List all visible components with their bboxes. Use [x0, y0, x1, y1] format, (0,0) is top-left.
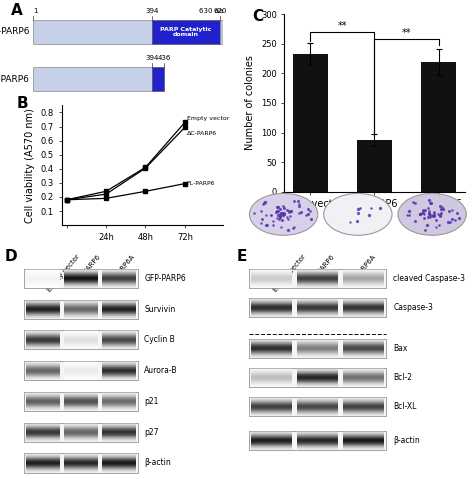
Bar	[24, 422, 138, 442]
Text: Empty vector: Empty vector	[187, 116, 229, 121]
Text: Bcl-XL: Bcl-XL	[393, 402, 417, 411]
Circle shape	[249, 194, 318, 235]
Text: B: B	[17, 96, 28, 111]
Circle shape	[324, 194, 392, 235]
Text: p27: p27	[144, 428, 159, 437]
Text: β-actin: β-actin	[144, 458, 171, 468]
Bar	[292, 54, 328, 192]
Text: ΔC-PARP6A: ΔC-PARP6A	[348, 253, 378, 287]
Bar	[24, 331, 138, 350]
Text: Empty vector: Empty vector	[273, 253, 307, 293]
Bar	[249, 431, 386, 450]
Bar	[33, 68, 152, 91]
Text: Bax: Bax	[393, 343, 408, 353]
Bar	[24, 299, 138, 319]
Bar	[33, 20, 152, 44]
Text: 394: 394	[145, 55, 158, 61]
Text: Empty vector: Empty vector	[46, 253, 81, 293]
Y-axis label: Cell viability (A570 nm): Cell viability (A570 nm)	[25, 108, 35, 223]
Text: E: E	[237, 249, 247, 264]
Bar	[249, 339, 386, 358]
Bar	[24, 454, 138, 472]
Bar	[249, 368, 386, 387]
Text: cleaved Caspase-3: cleaved Caspase-3	[393, 274, 465, 283]
Text: FL-PARP6: FL-PARP6	[77, 253, 102, 282]
Text: PARP Catalytic
domain: PARP Catalytic domain	[160, 27, 211, 37]
Text: p21: p21	[144, 397, 159, 406]
Bar	[24, 299, 138, 319]
Bar	[24, 422, 138, 442]
Text: **: **	[337, 21, 347, 31]
Text: **: **	[402, 28, 411, 38]
Text: 620: 620	[213, 8, 227, 14]
Bar	[24, 454, 138, 472]
Bar	[24, 269, 138, 288]
Bar	[24, 392, 138, 411]
Text: Survivin: Survivin	[144, 305, 175, 314]
Bar	[249, 298, 386, 317]
Text: 1: 1	[33, 8, 37, 14]
Y-axis label: Number of colonies: Number of colonies	[246, 56, 255, 150]
Text: Aurora-B: Aurora-B	[144, 366, 178, 375]
Bar	[24, 269, 138, 288]
Text: A: A	[10, 3, 22, 18]
Bar	[24, 392, 138, 411]
Text: FL-PARP6: FL-PARP6	[0, 27, 29, 36]
Bar	[421, 62, 456, 192]
Text: Caspase-3: Caspase-3	[393, 303, 433, 312]
Bar	[24, 331, 138, 350]
Text: β-actin: β-actin	[393, 436, 420, 445]
Bar	[249, 397, 386, 416]
Bar	[249, 339, 386, 358]
Text: 630 aa: 630 aa	[199, 8, 223, 14]
Bar	[357, 139, 392, 192]
Bar	[249, 397, 386, 416]
Circle shape	[398, 194, 466, 235]
Text: Cyclin B: Cyclin B	[144, 335, 175, 344]
Bar	[249, 368, 386, 387]
Text: D: D	[5, 249, 18, 264]
Text: 394: 394	[145, 8, 158, 14]
Bar	[220, 20, 223, 44]
Bar	[249, 269, 386, 288]
Text: ΔC-PARP6: ΔC-PARP6	[187, 131, 217, 137]
Text: Bcl-2: Bcl-2	[393, 373, 412, 382]
Bar	[249, 431, 386, 450]
Text: FL-PARP6: FL-PARP6	[187, 181, 215, 186]
Text: ΔC-PARP6: ΔC-PARP6	[0, 75, 29, 84]
Bar	[24, 361, 138, 380]
Text: C: C	[252, 9, 263, 24]
Bar	[152, 68, 164, 91]
Bar	[249, 298, 386, 317]
Text: FL-PARP6: FL-PARP6	[310, 253, 336, 282]
Bar	[24, 361, 138, 380]
Bar	[249, 269, 386, 288]
Text: GFP-PARP6: GFP-PARP6	[144, 274, 186, 283]
Text: ΔC-PARP6A: ΔC-PARP6A	[107, 253, 137, 287]
Bar	[152, 20, 220, 44]
Text: 436: 436	[158, 55, 171, 61]
